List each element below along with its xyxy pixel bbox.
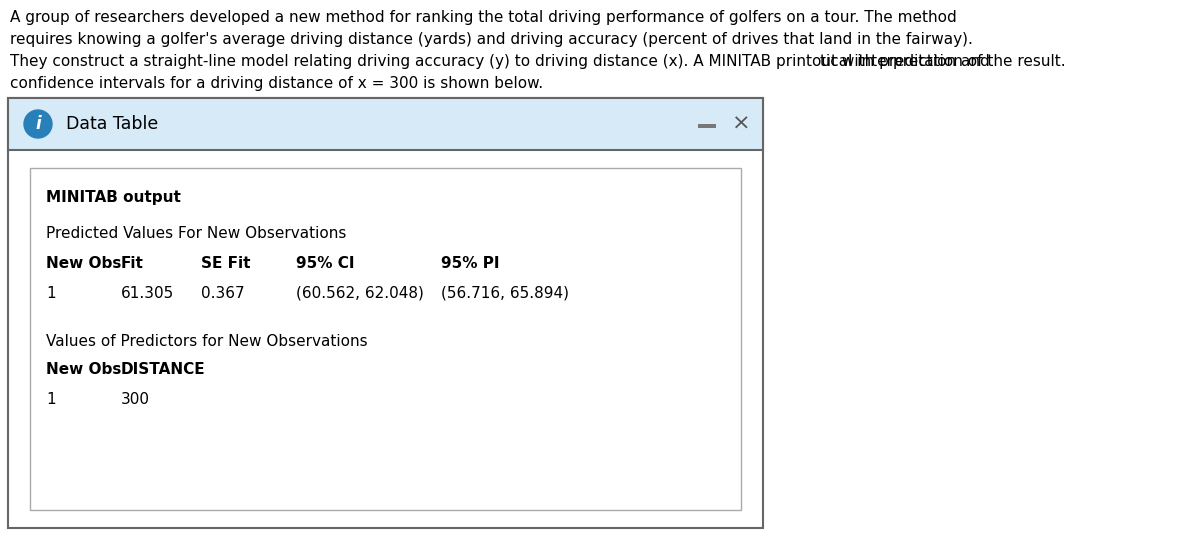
Text: New Obs: New Obs — [46, 362, 121, 377]
Text: Values of Predictors for New Observations: Values of Predictors for New Observation… — [46, 334, 367, 349]
Text: i: i — [35, 115, 41, 133]
Text: tical interpretation of the result.: tical interpretation of the result. — [820, 54, 1066, 69]
Text: Data Table: Data Table — [66, 115, 158, 133]
Text: 300: 300 — [121, 392, 150, 407]
Text: 1: 1 — [46, 392, 55, 407]
Bar — [698, 124, 716, 128]
Text: 1: 1 — [46, 286, 55, 301]
Circle shape — [24, 110, 52, 138]
Text: ×: × — [732, 114, 750, 134]
Text: 0.367: 0.367 — [202, 286, 245, 301]
Bar — [8, 98, 763, 150]
Text: (60.562, 62.048): (60.562, 62.048) — [296, 286, 424, 301]
Text: SE Fit: SE Fit — [202, 256, 251, 271]
Text: DISTANCE: DISTANCE — [121, 362, 205, 377]
Text: (56.716, 65.894): (56.716, 65.894) — [442, 286, 569, 301]
Text: They construct a straight-line model relating driving accuracy (y) to driving di: They construct a straight-line model rel… — [10, 54, 990, 69]
Text: 95% CI: 95% CI — [296, 256, 354, 271]
Text: requires knowing a golfer's average driving distance (yards) and driving accurac: requires knowing a golfer's average driv… — [10, 32, 973, 47]
Text: confidence intervals for a driving distance of x = 300 is shown below.: confidence intervals for a driving dista… — [10, 76, 544, 91]
Bar — [8, 98, 763, 528]
Text: Predicted Values For New Observations: Predicted Values For New Observations — [46, 226, 347, 241]
Text: MINITAB output: MINITAB output — [46, 190, 181, 205]
Bar — [30, 168, 742, 510]
Text: A group of researchers developed a new method for ranking the total driving perf: A group of researchers developed a new m… — [10, 10, 956, 25]
Text: New Obs: New Obs — [46, 256, 121, 271]
Text: 61.305: 61.305 — [121, 286, 174, 301]
Text: Fit: Fit — [121, 256, 144, 271]
Text: 95% PI: 95% PI — [442, 256, 499, 271]
